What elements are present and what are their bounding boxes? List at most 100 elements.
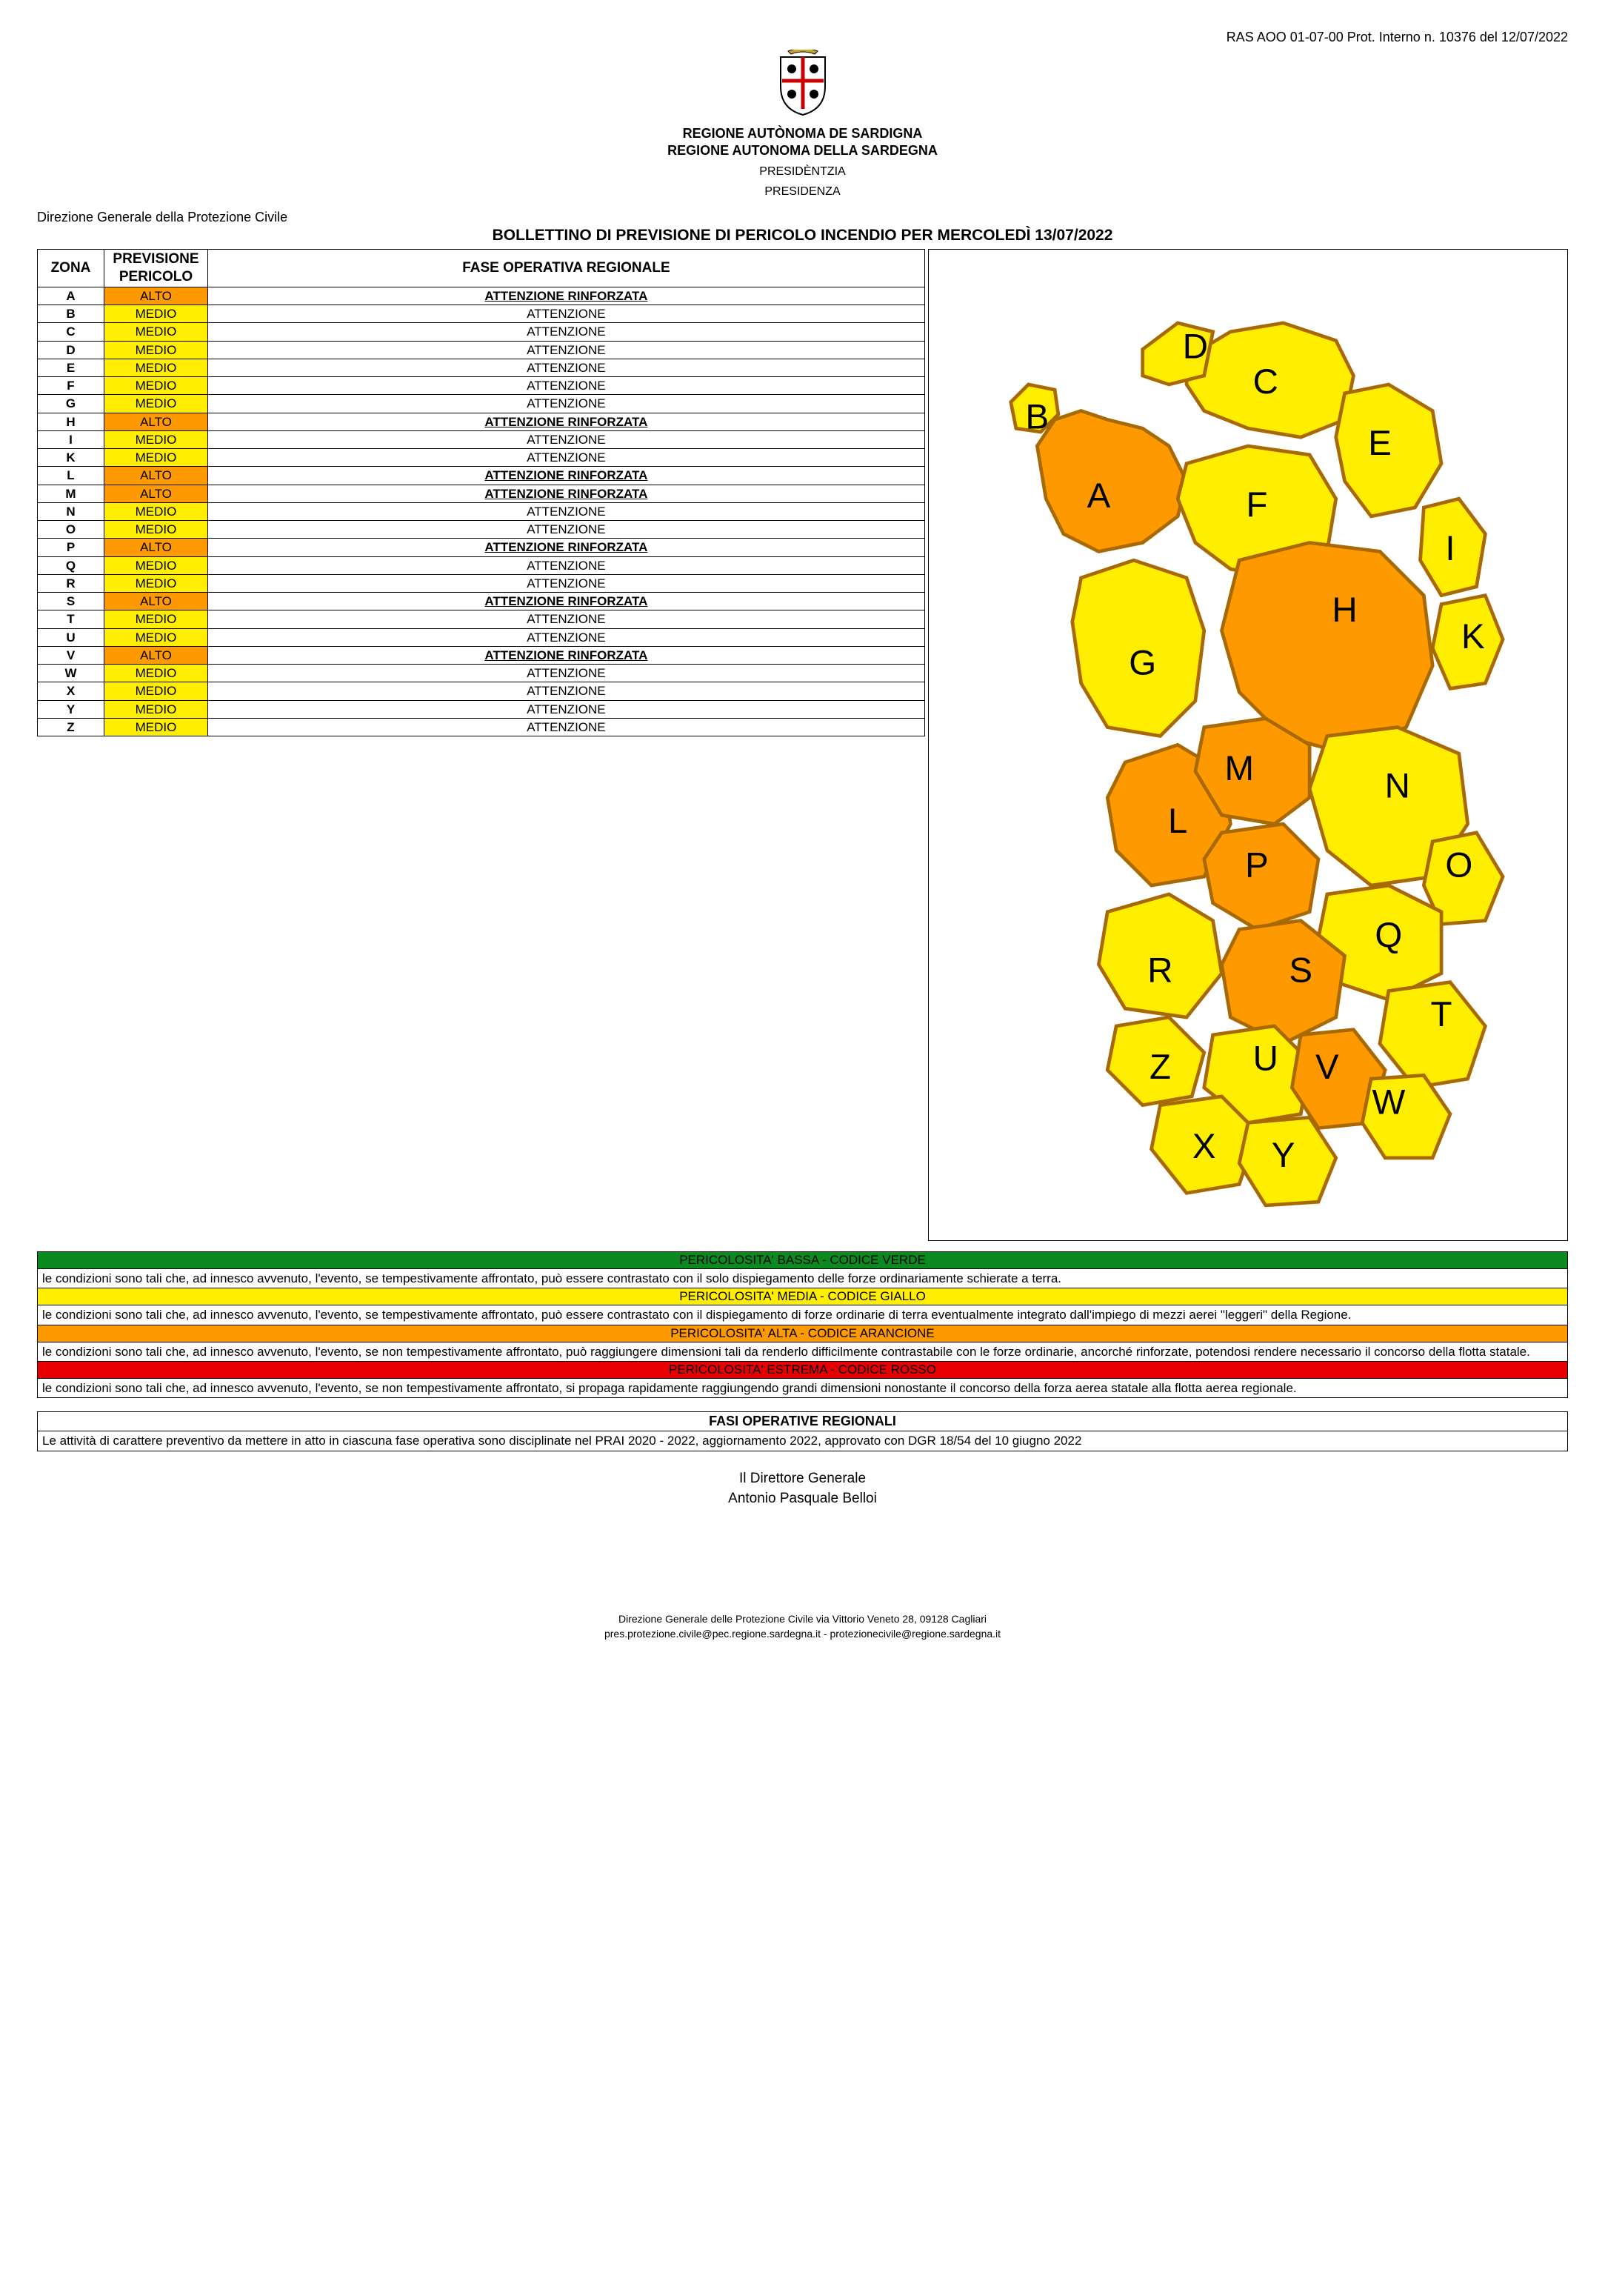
fase-cell: ATTENZIONE [208,665,925,682]
fase-cell: ATTENZIONE [208,682,925,700]
table-row: XMEDIOATTENZIONE [38,682,925,700]
zone-cell: O [38,521,104,539]
fase-cell: ATTENZIONE RINFORZATA [208,485,925,502]
zone-cell: U [38,628,104,646]
zone-cell: S [38,593,104,610]
table-row: YMEDIOATTENZIONE [38,700,925,718]
level-cell: MEDIO [104,449,208,467]
level-cell: MEDIO [104,377,208,395]
legend-body: le condizioni sono tali che, ad innesco … [38,1268,1567,1288]
table-row: SALTOATTENZIONE RINFORZATA [38,593,925,610]
zone-cell: W [38,665,104,682]
zone-cell: B [38,305,104,323]
zone-cell: I [38,430,104,448]
sign-role: Il Direttore Generale [37,1469,1568,1489]
fasi-operative: FASI OPERATIVE REGIONALI Le attività di … [37,1411,1568,1451]
table-row: UMEDIOATTENZIONE [38,628,925,646]
footer: Direzione Generale delle Protezione Civi… [37,1612,1568,1641]
table-row: PALTOATTENZIONE RINFORZATA [38,539,925,556]
fase-cell: ATTENZIONE [208,574,925,592]
region-line2: REGIONE AUTONOMA DELLA SARDEGNA [37,142,1568,159]
coat-of-arms-icon [773,50,832,116]
fasi-head: FASI OPERATIVE REGIONALI [38,1412,1567,1431]
table-row: DMEDIOATTENZIONE [38,341,925,359]
map-zone-S [1221,921,1344,1044]
legend-head: PERICOLOSITA' BASSA - CODICE VERDE [38,1252,1567,1268]
level-cell: MEDIO [104,682,208,700]
presidency-line1: PRESIDÈNTZIA [37,164,1568,180]
table-row: AALTOATTENZIONE RINFORZATA [38,287,925,305]
map-label-O: O [1445,846,1472,885]
map-label-G: G [1129,644,1156,683]
footer-line2: pres.protezione.civile@pec.regione.sarde… [37,1627,1568,1642]
map-label-Y: Y [1272,1136,1295,1175]
map-label-I: I [1445,530,1455,569]
zone-cell: D [38,341,104,359]
fase-cell: ATTENZIONE [208,430,925,448]
table-row: LALTOATTENZIONE RINFORZATA [38,467,925,485]
header: REGIONE AUTÒNOMA DE SARDIGNA REGIONE AUT… [37,50,1568,199]
level-cell: ALTO [104,287,208,305]
map-label-B: B [1025,398,1049,437]
zone-cell: V [38,646,104,664]
level-cell: MEDIO [104,430,208,448]
zone-cell: F [38,377,104,395]
col-prev: PREVISIONE PERICOLO [104,250,208,287]
protocol-number: RAS AOO 01-07-00 Prot. Interno n. 10376 … [37,30,1568,45]
sardinia-map: ABCDEFGHIKLMNOPQRSTUVWXYZ [928,249,1568,1241]
zone-cell: X [38,682,104,700]
table-row: RMEDIOATTENZIONE [38,574,925,592]
map-zone-A [1037,411,1187,552]
table-row: MALTOATTENZIONE RINFORZATA [38,485,925,502]
legend-body: le condizioni sono tali che, ad innesco … [38,1305,1567,1324]
table-row: QMEDIOATTENZIONE [38,556,925,574]
legend: PERICOLOSITA' BASSA - CODICE VERDEle con… [37,1251,1568,1398]
map-label-L: L [1168,802,1187,841]
map-label-U: U [1253,1039,1278,1079]
zone-cell: M [38,485,104,502]
level-cell: MEDIO [104,502,208,520]
fase-cell: ATTENZIONE RINFORZATA [208,646,925,664]
col-fase: FASE OPERATIVA REGIONALE [208,250,925,287]
fase-cell: ATTENZIONE [208,323,925,341]
level-cell: MEDIO [104,395,208,413]
fase-cell: ATTENZIONE [208,341,925,359]
level-cell: MEDIO [104,359,208,376]
map-label-T: T [1430,995,1452,1034]
level-cell: ALTO [104,646,208,664]
map-label-P: P [1245,846,1269,885]
level-cell: MEDIO [104,305,208,323]
level-cell: ALTO [104,467,208,485]
footer-line1: Direzione Generale delle Protezione Civi… [37,1612,1568,1627]
map-label-H: H [1332,591,1357,630]
fase-cell: ATTENZIONE [208,610,925,628]
table-row: HALTOATTENZIONE RINFORZATA [38,413,925,430]
level-cell: MEDIO [104,665,208,682]
level-cell: ALTO [104,413,208,430]
bulletin-title: BOLLETTINO DI PREVISIONE DI PERICOLO INC… [37,227,1568,244]
map-label-W: W [1372,1083,1405,1122]
map-label-C: C [1253,362,1278,402]
table-row: GMEDIOATTENZIONE [38,395,925,413]
table-row: WMEDIOATTENZIONE [38,665,925,682]
map-label-M: M [1224,749,1254,788]
sign-name: Antonio Pasquale Belloi [37,1489,1568,1509]
map-label-Z: Z [1149,1048,1171,1087]
zones-table: ZONA PREVISIONE PERICOLO FASE OPERATIVA … [37,249,925,736]
map-label-X: X [1192,1127,1216,1166]
fase-cell: ATTENZIONE RINFORZATA [208,413,925,430]
legend-body: le condizioni sono tali che, ad innesco … [38,1378,1567,1397]
region-line1: REGIONE AUTÒNOMA DE SARDIGNA [37,125,1568,142]
level-cell: ALTO [104,593,208,610]
zone-cell: N [38,502,104,520]
level-cell: MEDIO [104,574,208,592]
fase-cell: ATTENZIONE [208,556,925,574]
table-row: TMEDIOATTENZIONE [38,610,925,628]
legend-head: PERICOLOSITA' ESTREMA - CODICE ROSSO [38,1361,1567,1378]
map-label-E: E [1368,424,1392,463]
zone-cell: G [38,395,104,413]
fase-cell: ATTENZIONE [208,718,925,736]
map-label-N: N [1384,767,1409,806]
table-row: EMEDIOATTENZIONE [38,359,925,376]
map-label-V: V [1315,1048,1339,1087]
